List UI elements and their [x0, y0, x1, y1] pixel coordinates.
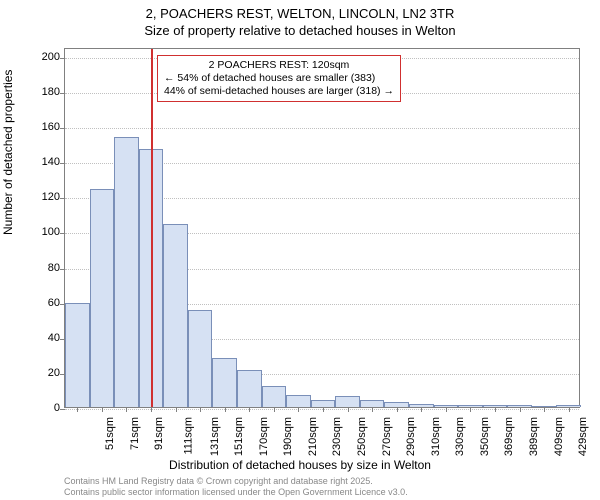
ytick-label: 40 — [28, 332, 60, 344]
xtick-label: 369sqm — [504, 417, 516, 456]
xtick-label: 111sqm — [183, 417, 195, 455]
marker-line1: ← 54% of detached houses are smaller (38… — [164, 72, 394, 85]
ytick-label: 140 — [28, 156, 60, 168]
xtick-label: 51sqm — [104, 417, 116, 450]
xtick-label: 71sqm — [129, 417, 141, 450]
ytick-mark — [60, 163, 65, 164]
gridline — [65, 409, 579, 410]
xtick-mark — [446, 407, 447, 412]
bar — [311, 400, 336, 407]
marker-line — [151, 49, 153, 407]
credit-line1: Contains HM Land Registry data © Crown c… — [64, 476, 408, 487]
xtick-label: 91sqm — [153, 417, 165, 450]
xtick-mark — [495, 407, 496, 412]
xtick-mark — [544, 407, 545, 412]
ytick-label: 0 — [28, 402, 60, 414]
xtick-label: 210sqm — [307, 417, 319, 456]
xtick-label: 190sqm — [282, 417, 294, 456]
ytick-mark — [60, 269, 65, 270]
xtick-label: 131sqm — [209, 417, 221, 456]
xtick-label: 230sqm — [332, 417, 344, 456]
xtick-mark — [348, 407, 349, 412]
bar — [262, 386, 287, 407]
plot-area: 51sqm71sqm91sqm111sqm131sqm151sqm170sqm1… — [64, 48, 580, 408]
bar — [360, 400, 385, 407]
xtick-mark — [126, 407, 127, 412]
chart-root: 2, POACHERS REST, WELTON, LINCOLN, LN2 3… — [0, 0, 600, 500]
xtick-label: 330sqm — [454, 417, 466, 456]
chart-title-line1: 2, POACHERS REST, WELTON, LINCOLN, LN2 3… — [0, 6, 600, 23]
ytick-mark — [60, 409, 65, 410]
bar — [286, 395, 311, 407]
marker-annotation: 2 POACHERS REST: 120sqm← 54% of detached… — [157, 55, 401, 102]
bar — [188, 310, 213, 407]
xtick-label: 350sqm — [479, 417, 491, 456]
xtick-mark — [569, 407, 570, 412]
bar — [114, 137, 139, 407]
ytick-mark — [60, 128, 65, 129]
xtick-mark — [176, 407, 177, 412]
ytick-label: 60 — [28, 297, 60, 309]
bar — [90, 189, 115, 407]
ytick-mark — [60, 58, 65, 59]
gridline — [65, 128, 579, 129]
xtick-label: 409sqm — [553, 417, 565, 456]
ytick-mark — [60, 198, 65, 199]
chart-titles: 2, POACHERS REST, WELTON, LINCOLN, LN2 3… — [0, 6, 600, 40]
chart-title-line2: Size of property relative to detached ho… — [0, 23, 600, 40]
xtick-mark — [397, 407, 398, 412]
ytick-label: 160 — [28, 121, 60, 133]
xtick-label: 310sqm — [430, 417, 442, 456]
bar — [335, 396, 360, 407]
xtick-mark — [372, 407, 373, 412]
ytick-label: 20 — [28, 367, 60, 379]
xtick-label: 250sqm — [356, 417, 368, 456]
xtick-label: 429sqm — [577, 417, 589, 456]
xtick-mark — [151, 407, 152, 412]
bar — [65, 303, 90, 407]
marker-title: 2 POACHERS REST: 120sqm — [164, 59, 394, 72]
xtick-mark — [298, 407, 299, 412]
marker-line2: 44% of semi-detached houses are larger (… — [164, 85, 394, 98]
ytick-label: 120 — [28, 191, 60, 203]
xtick-label: 170sqm — [258, 417, 270, 456]
credit-text: Contains HM Land Registry data © Crown c… — [64, 476, 408, 498]
xtick-label: 151sqm — [233, 417, 245, 456]
xtick-mark — [323, 407, 324, 412]
xtick-mark — [249, 407, 250, 412]
xtick-mark — [520, 407, 521, 412]
ytick-label: 200 — [28, 51, 60, 63]
xtick-label: 290sqm — [405, 417, 417, 456]
ytick-mark — [60, 93, 65, 94]
y-axis-label: Number of detached properties — [1, 70, 15, 235]
ytick-mark — [60, 233, 65, 234]
xtick-label: 389sqm — [528, 417, 540, 456]
ytick-label: 80 — [28, 262, 60, 274]
xtick-mark — [77, 407, 78, 412]
xtick-mark — [225, 407, 226, 412]
credit-line2: Contains public sector information licen… — [64, 487, 408, 498]
xtick-label: 270sqm — [381, 417, 393, 456]
bar — [237, 370, 262, 407]
ytick-label: 180 — [28, 86, 60, 98]
xtick-mark — [470, 407, 471, 412]
xtick-mark — [421, 407, 422, 412]
x-axis-label: Distribution of detached houses by size … — [0, 458, 600, 472]
bar — [212, 358, 237, 407]
xtick-mark — [274, 407, 275, 412]
bar — [163, 224, 188, 407]
xtick-mark — [200, 407, 201, 412]
ytick-label: 100 — [28, 226, 60, 238]
xtick-mark — [102, 407, 103, 412]
